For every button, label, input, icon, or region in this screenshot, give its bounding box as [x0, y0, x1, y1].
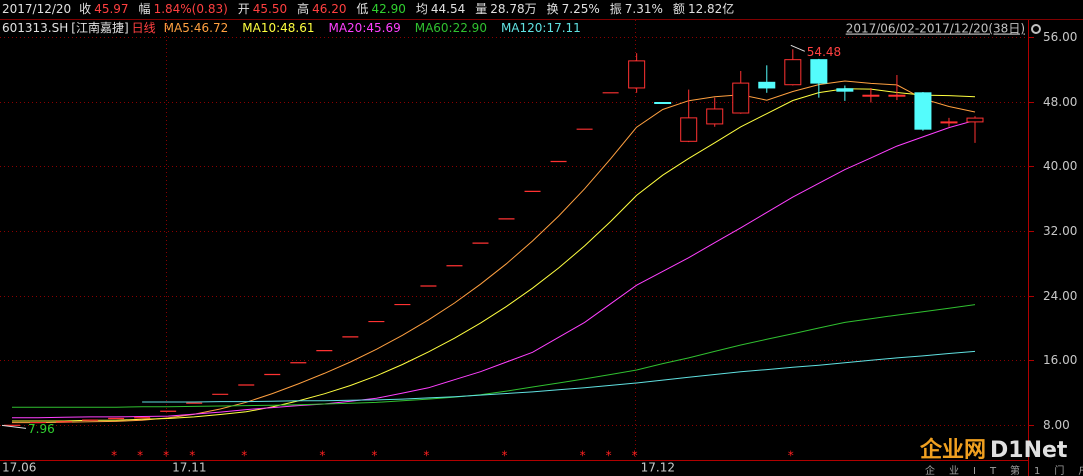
low-label: 7.96 — [28, 422, 55, 436]
candle-body — [784, 59, 802, 86]
low-arrow — [1, 424, 27, 429]
stock-name: [江南嘉捷] — [71, 21, 129, 35]
ma-line — [142, 350, 976, 403]
high-arrow — [790, 44, 806, 52]
candle-body — [836, 88, 854, 92]
legend-entry: MA120:17.11 — [500, 21, 581, 35]
quote-value: 42.90 — [371, 2, 406, 16]
quote-label: 幅 — [138, 2, 151, 16]
quote-value: 28.78万 — [490, 2, 537, 16]
quote-label: 高 — [297, 2, 310, 16]
signal-star: * — [788, 449, 794, 463]
high-label: 54.48 — [807, 45, 841, 59]
date-range: 2017/06/02-2017/12/20(38日) — [846, 22, 1025, 36]
signal-star: * — [502, 449, 508, 463]
y-tick-label: 24.00 — [1043, 289, 1077, 303]
quote-label: 收 — [79, 2, 92, 16]
legend-entry: MA60:22.90 — [414, 21, 487, 35]
candle-body — [888, 94, 906, 97]
ma-line — [12, 80, 976, 424]
stock-code: 601313.SH — [2, 21, 69, 35]
quote-value: 7.31% — [624, 2, 663, 16]
legend-entry: MA20:45.69 — [328, 21, 401, 35]
watermark: 企业网 — [919, 437, 986, 463]
legend-entry: MA10:48.61 — [242, 21, 315, 35]
signal-star: * — [241, 449, 247, 463]
settings-icon[interactable] — [1031, 24, 1041, 34]
quote-label: 振 — [609, 2, 622, 16]
quote-label: 开 — [237, 2, 250, 16]
legend-entry: MA5:46.72 — [163, 21, 229, 35]
quote-value: 45.97 — [94, 2, 129, 16]
quote-value: 1.84%(0.83) — [153, 2, 228, 16]
y-tick-label: 56.00 — [1043, 30, 1077, 44]
period: 日线 — [131, 21, 156, 35]
quote-label: 2017/12/20 — [2, 2, 72, 16]
candle-body — [914, 92, 932, 130]
quote-value: 46.20 — [312, 2, 347, 16]
watermark-sub: 企业IT第1门户 — [925, 464, 1083, 476]
candle-body — [654, 102, 672, 105]
signal-star: * — [137, 449, 143, 463]
x-tick-label: 17.11 — [172, 461, 206, 475]
signal-star: * — [319, 449, 325, 463]
ma-line — [12, 88, 976, 422]
y-tick-label: 8.00 — [1043, 418, 1070, 432]
candle-body — [940, 121, 958, 124]
ma-line — [12, 119, 976, 419]
quote-label: 换 — [546, 2, 559, 16]
quote-bar: 2017/12/20 收 45.97 幅 1.84%(0.83) 开 45.50 高 46.20… — [2, 0, 744, 18]
quote-label: 量 — [475, 2, 488, 16]
y-tick-label: 16.00 — [1043, 353, 1077, 367]
signal-star: * — [606, 449, 612, 463]
indicator-bar: 601313.SH [江南嘉捷] 日线 MA5:46.72 MA10:48.61 MA20… — [2, 19, 595, 37]
quote-label: 低 — [356, 2, 369, 16]
x-tick-label: 17.12 — [641, 461, 675, 475]
candle-body — [966, 117, 984, 123]
signal-star: * — [163, 449, 169, 463]
quote-label: 均 — [415, 2, 428, 16]
candle-body — [732, 82, 750, 114]
signal-star: * — [371, 449, 377, 463]
watermark-brand: D1Net — [990, 438, 1068, 463]
quote-value: 45.50 — [252, 2, 288, 16]
candle-body — [680, 117, 698, 142]
signal-star: * — [580, 449, 586, 463]
quote-value: 12.82亿 — [687, 2, 735, 16]
y-tick-label: 40.00 — [1043, 159, 1077, 173]
y-tick-label: 32.00 — [1043, 224, 1077, 238]
signal-star: * — [423, 449, 429, 463]
y-tick-label: 48.00 — [1043, 95, 1077, 109]
candle-body — [628, 60, 646, 89]
ma-line — [12, 304, 976, 408]
candle-body — [706, 108, 724, 125]
quote-value: 7.25% — [561, 2, 600, 16]
quote-label: 额 — [672, 2, 685, 16]
signal-star: * — [111, 449, 117, 463]
candle-body — [758, 81, 776, 89]
signal-star: * — [632, 449, 638, 463]
x-tick-label: 17.06 — [2, 461, 36, 475]
quote-value: 44.54 — [430, 2, 466, 16]
candle-body — [810, 59, 828, 84]
candle-body — [862, 94, 880, 97]
signal-star: * — [189, 449, 195, 463]
